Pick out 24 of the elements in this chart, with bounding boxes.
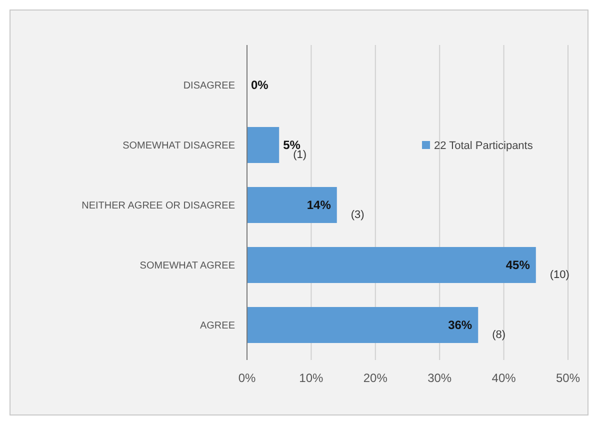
annotation: (1): [293, 148, 307, 161]
annotation: (3): [350, 208, 364, 221]
x-tick-label: 0%: [238, 371, 256, 385]
legend-label: 22 Total Participants: [434, 140, 534, 152]
x-tick-label: 20%: [363, 371, 388, 385]
data-label: 36%: [448, 318, 472, 332]
bar: [247, 247, 536, 283]
data-label: 14%: [306, 198, 332, 212]
annotation: (10): [550, 268, 570, 281]
y-tick-label: SOMEWHAT DISAGREE: [122, 140, 236, 152]
x-tick-label: 50%: [556, 371, 580, 385]
x-tick-label: 40%: [492, 371, 516, 385]
y-tick-label: NEITHER AGREE OR DISAGREE: [82, 200, 236, 212]
x-tick-label: 30%: [428, 371, 452, 385]
x-tick-label: 10%: [299, 371, 324, 385]
bar: [247, 307, 478, 343]
bar: [247, 127, 280, 163]
y-tick-label: AGREE: [200, 320, 236, 332]
annotation: (8): [492, 328, 506, 341]
y-tick-label: SOMEWHAT AGREE: [140, 260, 236, 272]
bar: [247, 187, 337, 223]
data-label: 45%: [506, 258, 530, 272]
y-tick-label: DISAGREE: [183, 80, 236, 92]
data-label: 0%: [251, 78, 269, 92]
